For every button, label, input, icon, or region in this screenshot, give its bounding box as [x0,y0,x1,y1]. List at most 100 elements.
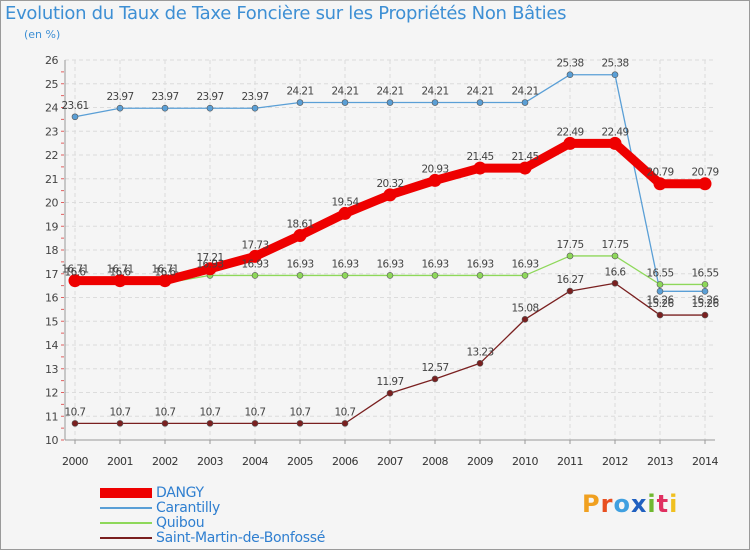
y-tick-label: 20 [45,197,58,210]
data-point [656,281,664,288]
data-point [386,99,394,106]
data-point [431,99,439,106]
data-point [611,279,619,287]
y-tick-label: 25 [45,78,58,91]
data-label: 16.26 [646,294,674,306]
data-label: 21.45 [511,151,538,163]
legend-swatch-carantilly [100,507,152,509]
data-point [608,136,622,150]
data-point [476,359,484,367]
x-tick-label: 2006 [332,455,358,468]
legend-item-carantilly: Carantilly [100,500,220,516]
data-label: 16.6 [110,266,132,278]
x-tick-label: 2008 [422,455,448,468]
data-label: 20.93 [421,163,448,175]
data-label: 15.26 [691,298,719,310]
x-tick-label: 2004 [242,455,268,468]
data-point [296,99,304,106]
data-point [338,206,352,220]
data-label: 15.08 [511,302,538,314]
data-label: 16.71 [61,264,88,276]
data-point [476,99,484,106]
x-tick-label: 2001 [107,455,133,468]
x-tick-label: 2000 [62,455,88,468]
data-label: 16.6 [155,266,177,278]
logo-letter: o [613,490,631,518]
data-point [386,389,394,397]
data-label: 25.38 [556,58,583,70]
data-label: 17.21 [196,252,223,264]
data-point [206,420,214,427]
data-point [251,420,259,427]
legend-swatch-quibou [100,522,152,524]
y-tick-label: 16 [45,292,58,305]
y-tick-label: 17 [45,268,58,281]
y-tick-label: 22 [45,149,58,162]
data-point [656,288,664,295]
x-tick-label: 2005 [287,455,313,468]
data-label: 16.93 [241,258,268,270]
data-label: 16.6 [605,266,627,278]
x-tick-label: 2013 [647,455,673,468]
y-tick-label: 10 [45,434,58,447]
data-label: 20.79 [691,167,718,179]
data-label: 19.54 [331,196,359,208]
data-point [71,113,79,121]
data-point [563,136,577,150]
y-tick-label: 18 [45,244,58,257]
data-point [566,71,574,79]
data-label: 24.21 [466,86,493,98]
legend-swatch-dangy [100,488,152,498]
legend-label-dangy: DANGY [156,485,204,501]
data-label: 23.97 [196,91,223,103]
data-label: 18.61 [286,219,313,231]
y-tick-label: 14 [45,339,58,352]
data-point [341,420,349,427]
x-tick-label: 2009 [467,455,493,468]
data-label: 15.26 [646,298,674,310]
x-tick-label: 2002 [152,455,178,468]
data-point [428,173,442,187]
data-label: 13.23 [466,346,493,358]
data-point [521,99,529,106]
logo-letter: x [630,490,648,518]
data-label: 22.49 [601,126,628,138]
data-label: 16.93 [376,258,403,270]
data-label: 16.71 [151,264,178,276]
legend-label-saint-martin: Saint-Martin-de-Bonfossé [156,530,326,546]
data-label: 20.32 [376,178,403,190]
data-point [251,104,259,112]
data-label: 16.93 [511,258,538,270]
data-point [251,272,259,279]
data-point [206,104,214,112]
data-point [701,288,709,295]
y-tick-label: 24 [45,102,58,115]
data-point [71,420,79,427]
data-point [296,420,304,427]
data-point [611,252,619,260]
data-label: 21.45 [466,151,493,163]
y-tick-label: 15 [45,315,58,328]
data-point [518,161,532,175]
data-point [431,272,439,279]
chart-subtitle: (en %) [24,28,61,41]
legend-label-carantilly: Carantilly [156,500,221,516]
y-tick-label: 13 [45,363,58,376]
data-label: 24.21 [511,86,538,98]
data-point [161,104,169,112]
data-point [158,274,172,288]
logo-letter: r [600,490,614,518]
data-label: 16.93 [466,258,493,270]
logo-letter: i [669,490,679,518]
data-label: 10.7 [65,406,86,418]
data-point [203,262,217,276]
data-point [566,287,574,295]
data-label: 24.21 [286,86,313,98]
x-tick-label: 2010 [512,455,538,468]
data-label: 16.26 [691,294,719,306]
y-tick-label: 26 [45,54,58,67]
logo-letter: P [582,490,601,518]
data-label: 10.7 [245,406,266,418]
data-label: 12.57 [421,362,448,374]
data-point [296,272,304,279]
